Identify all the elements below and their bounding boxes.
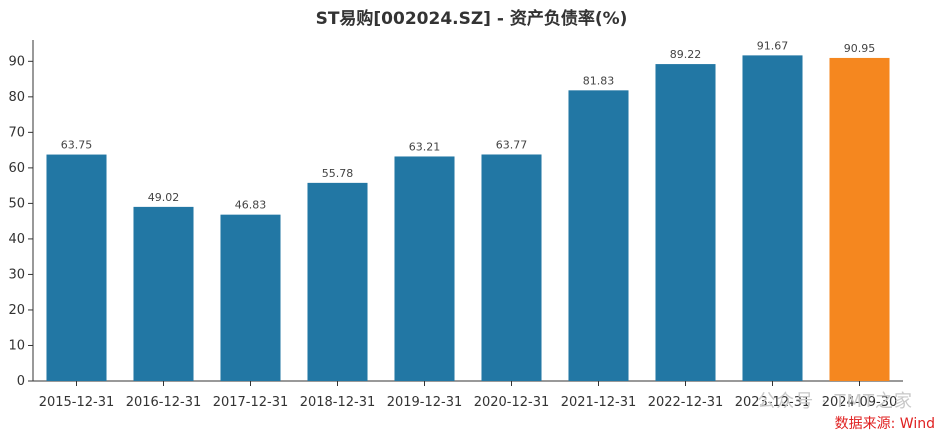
y-tick-label: 80 <box>8 90 25 105</box>
y-tick-label: 40 <box>8 232 25 247</box>
data-label: 46.83 <box>235 199 267 212</box>
y-tick-label: 60 <box>8 161 25 176</box>
x-tick-label: 2016-12-31 <box>126 395 202 410</box>
x-tick-label: 2015-12-31 <box>39 395 115 410</box>
y-tick-label: 50 <box>8 196 25 211</box>
x-tick-label: 2023-12-31 <box>735 395 811 410</box>
bar <box>46 154 107 381</box>
data-label: 63.75 <box>61 139 93 152</box>
bar <box>220 214 281 381</box>
y-axis: 0 10 20 30 40 50 60 70 80 90 <box>8 40 34 389</box>
bar <box>742 55 803 381</box>
x-tick-label: 2017-12-31 <box>213 395 289 410</box>
bar <box>481 154 542 381</box>
y-tick-label: 30 <box>8 267 25 282</box>
bar <box>394 156 455 381</box>
y-tick-label: 20 <box>8 303 25 318</box>
y-tick-label: 0 <box>17 374 25 389</box>
x-tick-label: 2021-12-31 <box>561 395 637 410</box>
data-label: 55.78 <box>322 167 354 180</box>
data-label: 89.22 <box>670 48 702 61</box>
watermark: 公众号 · TMT之家 <box>757 391 913 412</box>
data-label: 91.67 <box>757 39 789 52</box>
data-label: 63.21 <box>409 140 441 153</box>
data-label: 63.77 <box>496 138 528 151</box>
x-tick-label: 2019-12-31 <box>387 395 463 410</box>
x-tick-label: 2022-12-31 <box>648 395 724 410</box>
data-label: 81.83 <box>583 74 615 87</box>
y-tick-label: 10 <box>8 338 25 353</box>
data-label: 90.95 <box>844 42 876 55</box>
bar <box>307 182 368 381</box>
x-tick-label: 2020-12-31 <box>474 395 550 410</box>
y-tick-label: 70 <box>8 125 25 140</box>
bar <box>655 64 716 381</box>
source-note: 数据来源: Wind <box>834 416 935 432</box>
x-tick-label: 2018-12-31 <box>300 395 376 410</box>
bar <box>133 206 194 381</box>
data-labels: 63.75 49.02 46.83 55.78 63.21 63.77 81.83 89.22… <box>61 39 876 211</box>
y-tick-label: 90 <box>8 54 25 69</box>
chart-title: ST易购[002024.SZ] - 资产负债率(%) <box>315 9 628 29</box>
bar <box>568 90 629 382</box>
bars <box>46 55 890 382</box>
data-label: 49.02 <box>148 191 180 204</box>
bar <box>829 57 890 382</box>
x-tick-label: 2024-09-30 <box>822 395 898 410</box>
